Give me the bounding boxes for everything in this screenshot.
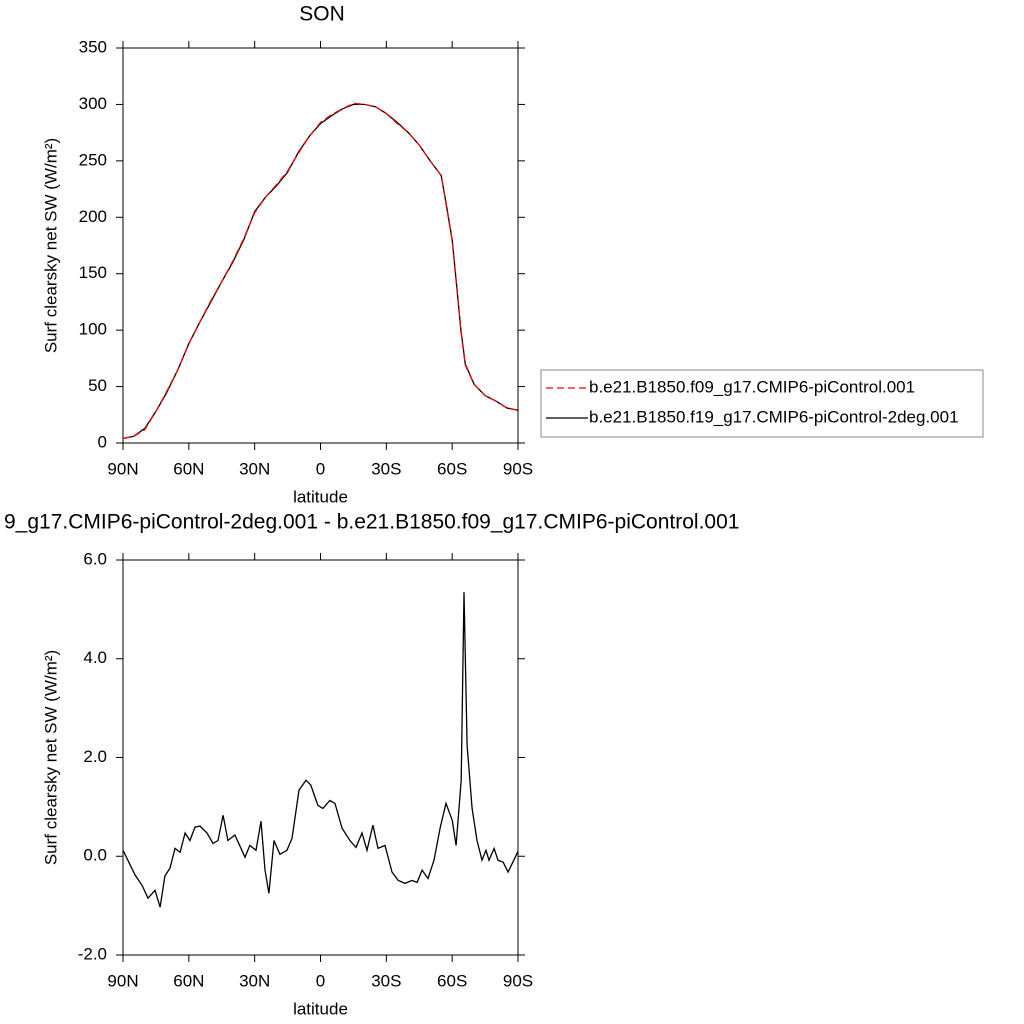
y-tick-label: 6.0: [83, 549, 107, 568]
y-axis-label: Surf clearsky net SW (W/m²): [41, 650, 60, 865]
x-tick-label: 60N: [173, 971, 204, 990]
y-axis-label: Surf clearsky net SW (W/m²): [41, 138, 60, 353]
data-line: [122, 102, 519, 440]
y-tick-label: 350: [79, 37, 107, 56]
x-tick-label: 0: [316, 459, 325, 478]
y-tick-label: 300: [79, 94, 107, 113]
x-tick-label: 30S: [371, 971, 401, 990]
x-tick-label: 60S: [437, 459, 467, 478]
y-tick-label: 250: [79, 150, 107, 169]
legend-box: [540, 369, 984, 438]
x-tick-label: 60N: [173, 459, 204, 478]
y-tick-label: 4.0: [83, 648, 107, 667]
legend-label: b.e21.B1850.f19_g17.CMIP6-piControl-2deg…: [589, 407, 959, 426]
x-tick-label: 90S: [503, 971, 533, 990]
y-tick-label: 0.0: [83, 846, 107, 865]
x-tick-label: 90N: [107, 971, 138, 990]
x-tick-label: 60S: [437, 971, 467, 990]
y-tick-label: -2.0: [78, 944, 107, 963]
y-tick-label: 100: [79, 320, 107, 339]
y-tick-label: 50: [88, 376, 107, 395]
x-tick-label: 90S: [503, 459, 533, 478]
x-tick-label: 30N: [239, 459, 270, 478]
plot-frame: [122, 559, 519, 956]
data-line: [122, 103, 519, 440]
y-tick-label: 200: [79, 207, 107, 226]
x-axis-label: latitude: [293, 999, 348, 1018]
y-tick-label: 150: [79, 263, 107, 282]
y-tick-label: 0: [98, 432, 107, 451]
plot-frame: [122, 47, 519, 444]
data-line: [122, 592, 519, 908]
chart-title: SON: [299, 3, 345, 26]
x-tick-label: 30S: [371, 459, 401, 478]
x-axis-label: latitude: [293, 487, 348, 506]
x-tick-label: 90N: [107, 459, 138, 478]
x-tick-label: 30N: [239, 971, 270, 990]
legend-label: b.e21.B1850.f09_g17.CMIP6-piControl.001: [589, 377, 915, 396]
chart-title: 9_g17.CMIP6-piControl-2deg.001 - b.e21.B…: [4, 511, 739, 534]
y-tick-label: 2.0: [83, 747, 107, 766]
x-tick-label: 0: [316, 971, 325, 990]
